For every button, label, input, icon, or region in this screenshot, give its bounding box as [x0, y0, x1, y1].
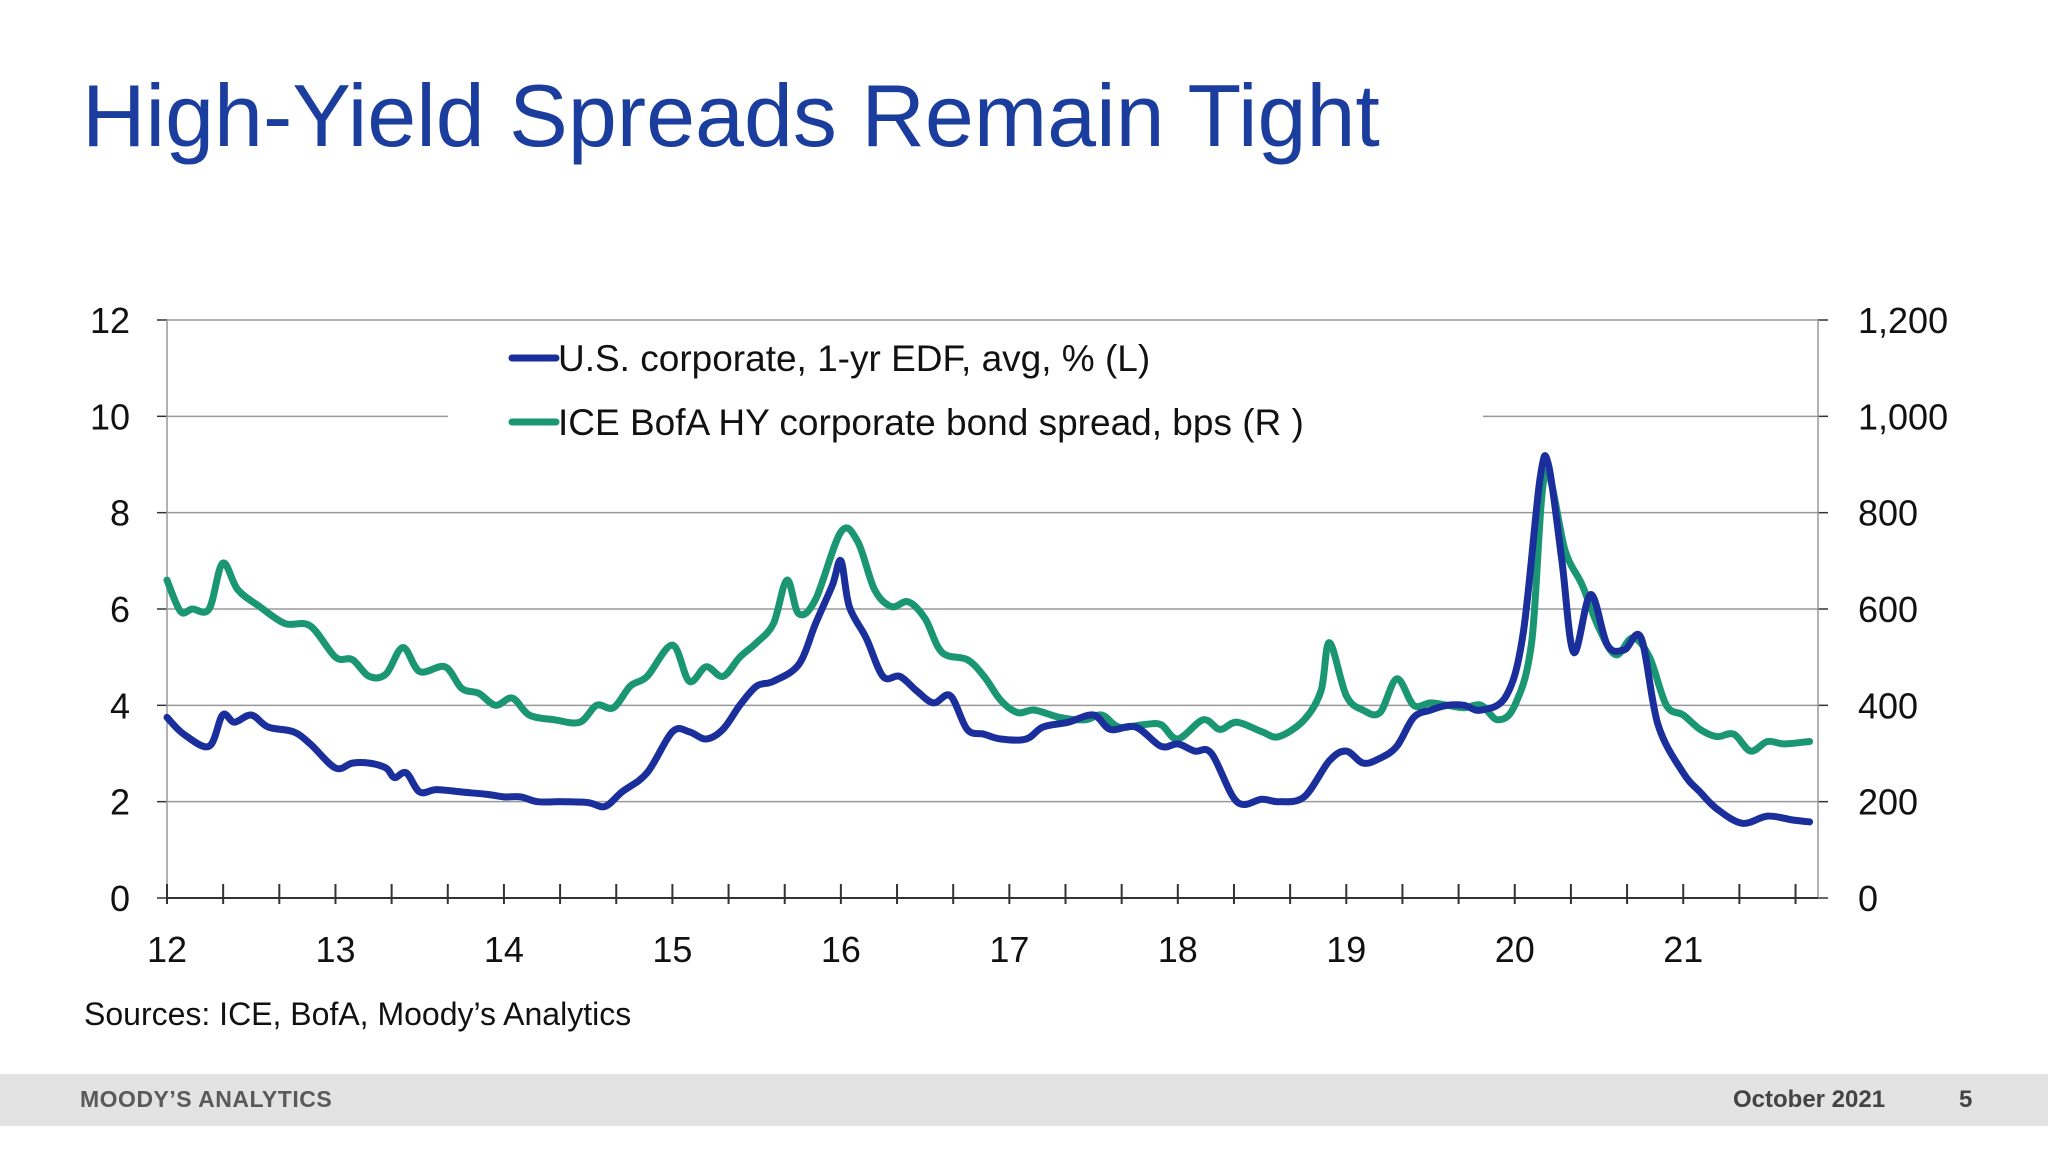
y-left-tick-label: 4: [110, 685, 130, 726]
y-right-tick-label: 800: [1858, 493, 1918, 534]
legend: U.S. corporate, 1-yr EDF, avg, % (L) ICE …: [448, 333, 1483, 443]
chart: 0 0 2 200 4 400 6 600 8 800 10 1,000 12 1,200 12 13 14 15…: [90, 300, 1948, 970]
footer-brand: MOODY’S ANALYTICS: [80, 1086, 333, 1112]
gridlines: [167, 415, 1818, 803]
legend-background: [448, 333, 1483, 443]
page-number: 5: [1959, 1086, 1973, 1113]
y-right-tick-label: 400: [1858, 685, 1918, 726]
x-tick-label: 15: [652, 929, 692, 970]
spread-series-line: [163, 468, 1814, 755]
x-tick-label: 16: [821, 929, 861, 970]
y-left-tick-label: 2: [110, 782, 130, 823]
x-tick-label: 21: [1663, 929, 1703, 970]
footer-bar: MOODY’S ANALYTICS October 2021 5: [0, 1074, 2048, 1126]
y-left-tick-label: 12: [90, 300, 130, 341]
y-left-tick-label: 8: [110, 493, 130, 534]
axes: 0 0 2 200 4 400 6 600 8 800 10 1,000 12 1,200 12 13 14 15…: [90, 300, 1948, 970]
x-tick-label: 14: [484, 929, 524, 970]
x-tick-label: 17: [989, 929, 1029, 970]
y-right-tick-label: 1,000: [1858, 396, 1948, 437]
y-right-tick-label: 0: [1858, 878, 1878, 919]
y-right-tick-label: 600: [1858, 589, 1918, 630]
legend-label-spread: ICE BofA HY corporate bond spread, bps (…: [558, 402, 1304, 443]
legend-label-edf: U.S. corporate, 1-yr EDF, avg, % (L): [558, 338, 1150, 379]
edf-series-line: [163, 452, 1814, 827]
y-right-tick-label: 200: [1858, 782, 1918, 823]
y-left-tick-label: 10: [90, 396, 130, 437]
x-tick-label: 19: [1326, 929, 1366, 970]
sources-note: Sources: ICE, BofA, Moody’s Analytics: [84, 996, 632, 1032]
x-tick-label: 12: [147, 929, 187, 970]
x-tick-label: 20: [1495, 929, 1535, 970]
y-right-tick-label: 1,200: [1858, 300, 1948, 341]
slide-title: High-Yield Spreads Remain Tight: [82, 66, 1380, 165]
footer-date: October 2021: [1733, 1086, 1886, 1113]
y-left-tick-label: 0: [110, 878, 130, 919]
x-tick-label: 13: [315, 929, 355, 970]
x-tick-label: 18: [1158, 929, 1198, 970]
series-lines: [163, 452, 1814, 827]
y-left-tick-label: 6: [110, 589, 130, 630]
